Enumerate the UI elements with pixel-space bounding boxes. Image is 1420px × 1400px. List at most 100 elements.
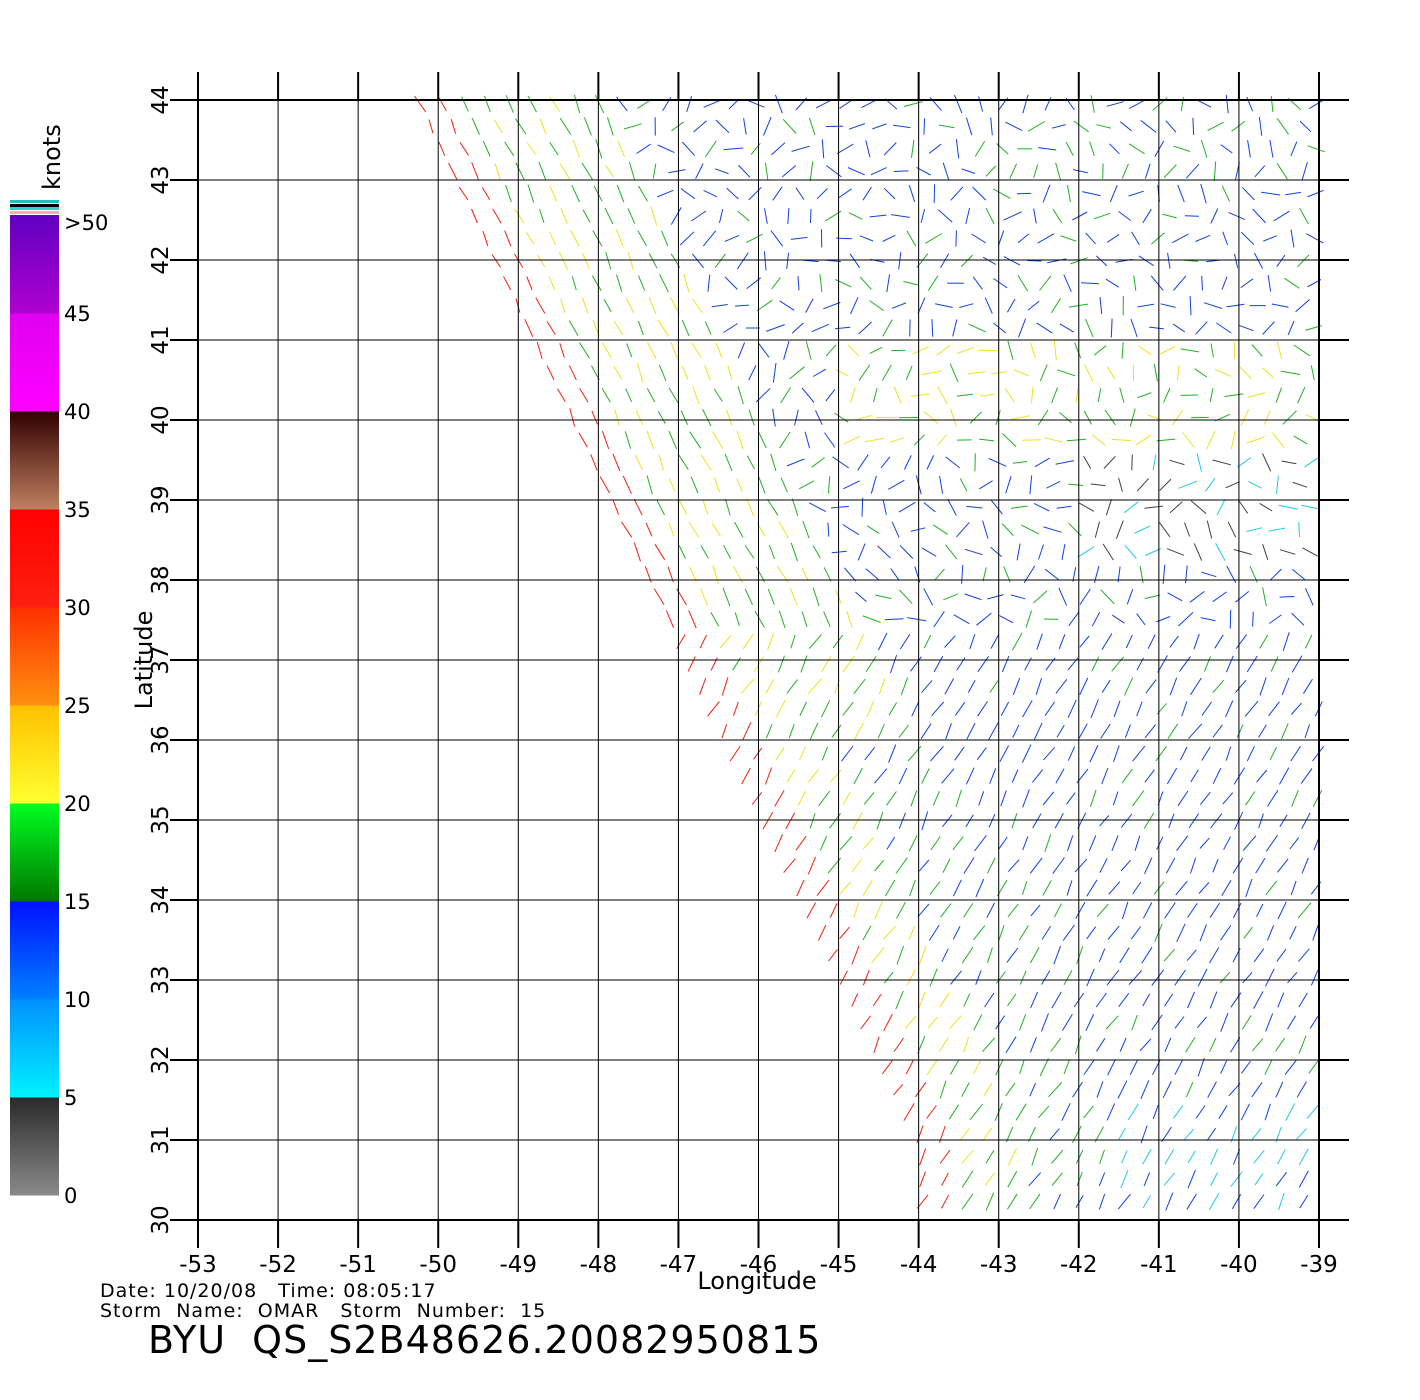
wind-vector [926, 1059, 938, 1075]
wind-vector [1118, 211, 1131, 221]
wind-vector [605, 164, 615, 178]
wind-vector [898, 812, 906, 829]
wind-vector [625, 388, 633, 403]
wind-vector [1179, 746, 1188, 761]
wind-vector [866, 525, 880, 534]
wind-vector [863, 792, 875, 805]
wind-vector [1187, 991, 1195, 1009]
wind-vector [880, 456, 891, 469]
wind-vector [1074, 858, 1088, 873]
wind-vector [1054, 813, 1064, 829]
colorbar-header-stripe [10, 204, 59, 207]
wind-vector [812, 587, 820, 607]
wind-vector [899, 545, 914, 559]
wind-vector [770, 230, 784, 247]
wind-vector [1063, 1060, 1070, 1075]
wind-vector [734, 612, 740, 627]
wind-vector [1259, 677, 1267, 696]
wind-vector [1109, 185, 1118, 203]
wind-vector [974, 835, 987, 852]
wind-vector [1079, 588, 1091, 605]
wind-vector [657, 319, 669, 337]
wind-vector [934, 303, 953, 308]
wind-vector [1253, 948, 1265, 963]
wind-vector [1076, 1172, 1083, 1187]
wind-vector [1290, 880, 1297, 896]
wind-vector [1131, 790, 1145, 807]
wind-vector [1189, 590, 1205, 603]
wind-vector [988, 458, 1007, 467]
wind-vector [864, 746, 876, 761]
wind-vector [742, 634, 754, 650]
wind-vector [1240, 278, 1254, 289]
wind-vector [1285, 191, 1302, 196]
wind-vector [941, 1194, 950, 1209]
wind-vector [964, 548, 983, 556]
wind-vector [799, 746, 806, 761]
colorbar-tick-label: 0 [64, 1184, 77, 1208]
wind-vector [615, 229, 624, 248]
wind-vector [961, 1082, 970, 1097]
wind-vector [1012, 677, 1021, 695]
wind-vector [1185, 1081, 1194, 1098]
wind-vector [815, 410, 823, 425]
wind-vector [1085, 318, 1094, 338]
wind-vector [549, 96, 561, 112]
wind-vector [1104, 409, 1117, 426]
wind-vector [903, 1103, 915, 1121]
wind-vector [885, 879, 896, 897]
wind-vector [1176, 365, 1180, 381]
wind-vector [590, 454, 598, 471]
wind-vector [1006, 947, 1019, 963]
wind-vector [1053, 946, 1061, 965]
wind-vector [1083, 1059, 1095, 1075]
longitude-tick-label: -45 [820, 1252, 858, 1278]
colorbar-segment-30-35 [10, 509, 59, 608]
wind-vector [888, 744, 897, 763]
wind-vector [634, 454, 643, 471]
wind-vector [1279, 549, 1296, 555]
wind-vector [1187, 1170, 1196, 1189]
wind-vector [771, 142, 786, 156]
wind-vector [1039, 364, 1048, 382]
wind-vector [1186, 1193, 1197, 1210]
wind-vector [882, 234, 896, 242]
wind-vector [934, 568, 945, 581]
wind-vector [471, 117, 480, 135]
wind-vector [1107, 925, 1120, 940]
wind-vector [1231, 1194, 1242, 1210]
wind-vector [1149, 326, 1164, 330]
wind-vector [1027, 121, 1045, 132]
wind-vector [1222, 792, 1234, 805]
wind-vector [1297, 386, 1306, 404]
y-axis-label: Latitude [130, 611, 158, 710]
wind-vector [891, 302, 907, 309]
wind-vector [801, 611, 808, 627]
wind-vector [821, 746, 829, 761]
wind-vector [960, 254, 974, 267]
wind-vector [743, 118, 747, 135]
wind-vector [779, 431, 791, 449]
wind-vector [1145, 548, 1162, 556]
wind-vector [869, 214, 887, 218]
wind-vector [1203, 656, 1211, 672]
wind-vector [798, 480, 815, 490]
wind-vector [1106, 101, 1124, 107]
wind-vector [1111, 438, 1131, 442]
wind-vector [823, 611, 831, 628]
wind-vector [626, 343, 633, 358]
wind-vector [607, 117, 614, 136]
wind-vector [910, 527, 926, 532]
wind-vector [810, 208, 812, 224]
wind-vector [578, 432, 588, 448]
date-time-line: Date: 10/20/08 Time: 08:05:17 [100, 1280, 437, 1302]
wind-vector [1041, 925, 1052, 940]
wind-vector [973, 925, 986, 941]
wind-vector [869, 346, 883, 355]
wind-vector [1022, 94, 1029, 114]
wind-vector [1107, 1059, 1116, 1076]
wind-vector [801, 567, 809, 582]
wind-vector [976, 747, 987, 761]
wind-vector [1056, 505, 1072, 509]
wind-vector [841, 745, 854, 762]
